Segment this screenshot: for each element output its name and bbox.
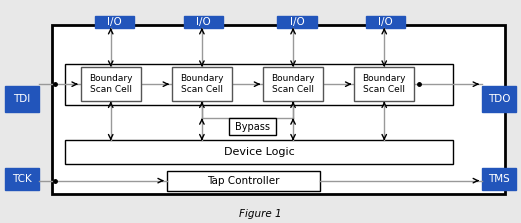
Bar: [184, 16, 223, 28]
Text: Tap Controller: Tap Controller: [207, 176, 280, 186]
Text: TCK: TCK: [13, 174, 32, 184]
Bar: [95, 16, 134, 28]
Text: TDO: TDO: [488, 94, 510, 104]
Bar: [5, 86, 39, 112]
Text: Boundary
Scan Cell: Boundary Scan Cell: [89, 74, 132, 94]
Text: I/O: I/O: [107, 17, 122, 27]
Bar: [52, 25, 505, 194]
Bar: [354, 67, 414, 101]
Text: Boundary
Scan Cell: Boundary Scan Cell: [180, 74, 224, 94]
Text: TMS: TMS: [488, 174, 510, 184]
Bar: [482, 168, 516, 190]
Text: TDI: TDI: [14, 94, 31, 104]
Bar: [263, 67, 323, 101]
Text: I/O: I/O: [196, 17, 210, 27]
Text: Bypass: Bypass: [235, 122, 270, 132]
Bar: [172, 67, 232, 101]
Text: Figure 1: Figure 1: [239, 209, 282, 219]
Bar: [5, 168, 39, 190]
Text: Boundary
Scan Cell: Boundary Scan Cell: [271, 74, 315, 94]
Text: Device Logic: Device Logic: [224, 147, 294, 157]
Bar: [277, 16, 316, 28]
Bar: [65, 64, 453, 105]
Bar: [81, 67, 141, 101]
Text: I/O: I/O: [378, 17, 393, 27]
Bar: [167, 171, 320, 191]
Bar: [65, 140, 453, 164]
Text: I/O: I/O: [290, 17, 304, 27]
Bar: [229, 118, 276, 135]
Bar: [366, 16, 405, 28]
Bar: [482, 86, 516, 112]
Text: Boundary
Scan Cell: Boundary Scan Cell: [363, 74, 406, 94]
